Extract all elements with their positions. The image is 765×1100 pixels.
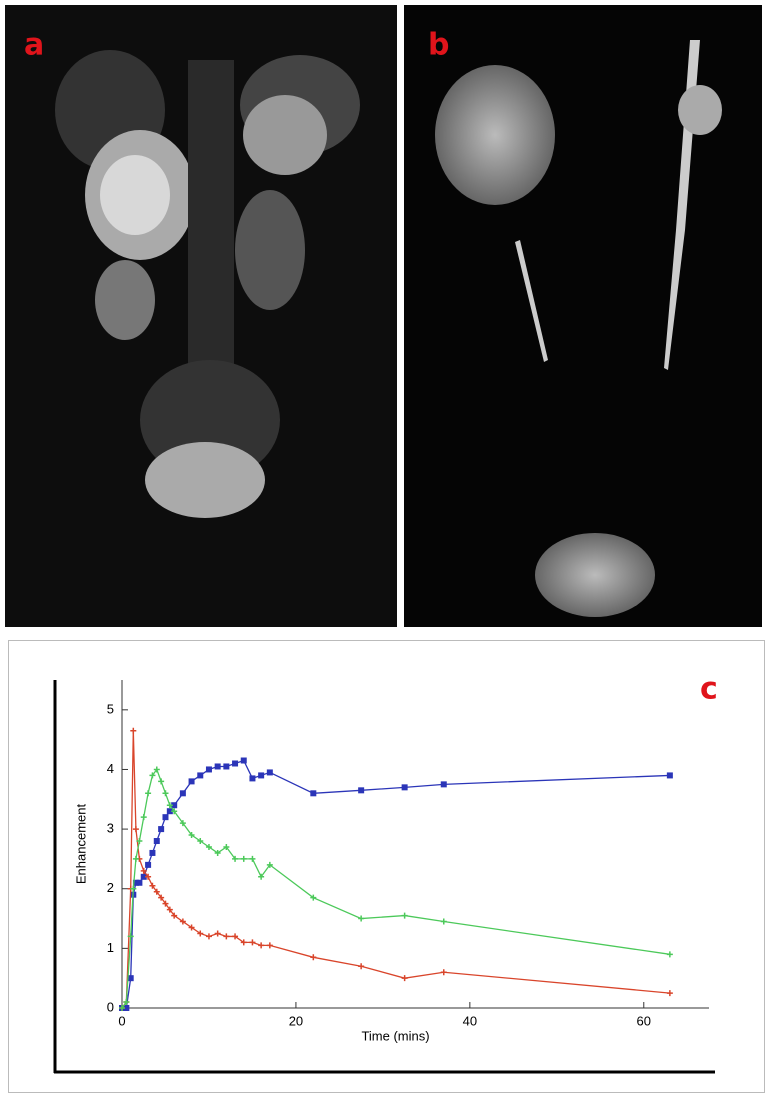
marker xyxy=(197,772,203,778)
marker xyxy=(162,814,168,820)
marker xyxy=(215,763,221,769)
x-tick-label: 20 xyxy=(289,1013,303,1028)
marker xyxy=(206,766,212,772)
marker xyxy=(267,769,273,775)
x-tick-label: 40 xyxy=(463,1013,477,1028)
x-tick-label: 60 xyxy=(637,1013,651,1028)
marker xyxy=(441,781,447,787)
y-tick-label: 0 xyxy=(107,999,114,1014)
y-tick-label: 4 xyxy=(107,761,114,776)
marker xyxy=(402,784,408,790)
marker xyxy=(232,760,238,766)
panel-label: a xyxy=(24,28,44,63)
marker xyxy=(310,790,316,796)
marker xyxy=(223,763,229,769)
marker xyxy=(258,772,264,778)
marker xyxy=(158,826,164,832)
marker xyxy=(249,775,255,781)
marker xyxy=(241,758,247,764)
marker xyxy=(358,787,364,793)
figure: a b c 0 1 2 3 4 5 0 20 40 60 Time (mins) Enhancemen… xyxy=(0,0,765,1095)
x-axis-label: Time (mins) xyxy=(361,1028,429,1043)
panel-label: c xyxy=(700,672,718,707)
marker xyxy=(154,838,160,844)
marker xyxy=(180,790,186,796)
y-tick-label: 3 xyxy=(107,821,114,836)
marker xyxy=(145,862,151,868)
marker xyxy=(189,778,195,784)
marker xyxy=(136,880,142,886)
panel-label: b xyxy=(428,28,449,63)
y-tick-label: 1 xyxy=(107,940,114,955)
marker xyxy=(667,772,673,778)
y-axis-label: Enhancement xyxy=(73,804,88,885)
x-tick-label: 0 xyxy=(118,1013,125,1028)
y-tick-label: 5 xyxy=(107,701,114,716)
marker xyxy=(149,850,155,856)
y-tick-label: 2 xyxy=(107,880,114,895)
